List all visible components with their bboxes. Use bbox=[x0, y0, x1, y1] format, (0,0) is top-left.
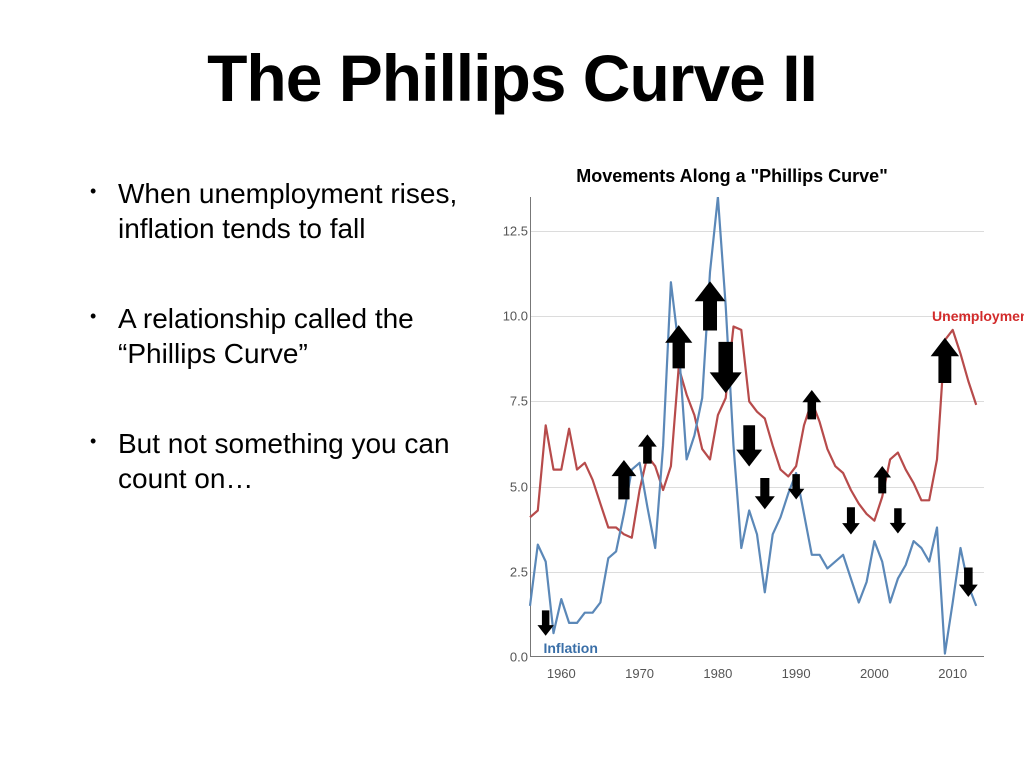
arrow-up-icon bbox=[696, 282, 725, 330]
arrow-up-icon bbox=[666, 326, 691, 368]
bullet-item: When unemployment rises, inflation tends… bbox=[90, 176, 470, 246]
arrow-down-icon bbox=[737, 426, 761, 466]
arrow-up-icon bbox=[932, 339, 958, 383]
arrow-down-icon bbox=[960, 568, 977, 596]
series-label-inflation: Inflation bbox=[543, 640, 597, 656]
arrow-down-icon bbox=[711, 342, 741, 392]
slide-title: The Phillips Curve II bbox=[30, 40, 994, 116]
bullet-item: But not something you can count on… bbox=[90, 426, 470, 496]
content-row: When unemployment rises, inflation tends… bbox=[30, 166, 994, 696]
arrow-down-icon bbox=[891, 509, 905, 533]
chart-area: 0.02.55.07.510.012.519601970198019902000… bbox=[480, 197, 984, 687]
arrow-down-icon bbox=[843, 508, 859, 534]
arrow-up-icon bbox=[613, 461, 636, 499]
chart-title: Movements Along a "Phillips Curve" bbox=[480, 166, 984, 187]
arrow-up-icon bbox=[639, 435, 656, 463]
arrow-down-icon bbox=[756, 478, 774, 508]
bullet-list: When unemployment rises, inflation tends… bbox=[30, 166, 470, 696]
chart-svg bbox=[480, 197, 984, 687]
series-label-unemployment: Unemployment bbox=[932, 308, 1024, 324]
slide: The Phillips Curve II When unemployment … bbox=[0, 0, 1024, 768]
chart: Movements Along a "Phillips Curve" 0.02.… bbox=[480, 166, 984, 696]
bullet-item: A relationship called the “Phillips Curv… bbox=[90, 301, 470, 371]
